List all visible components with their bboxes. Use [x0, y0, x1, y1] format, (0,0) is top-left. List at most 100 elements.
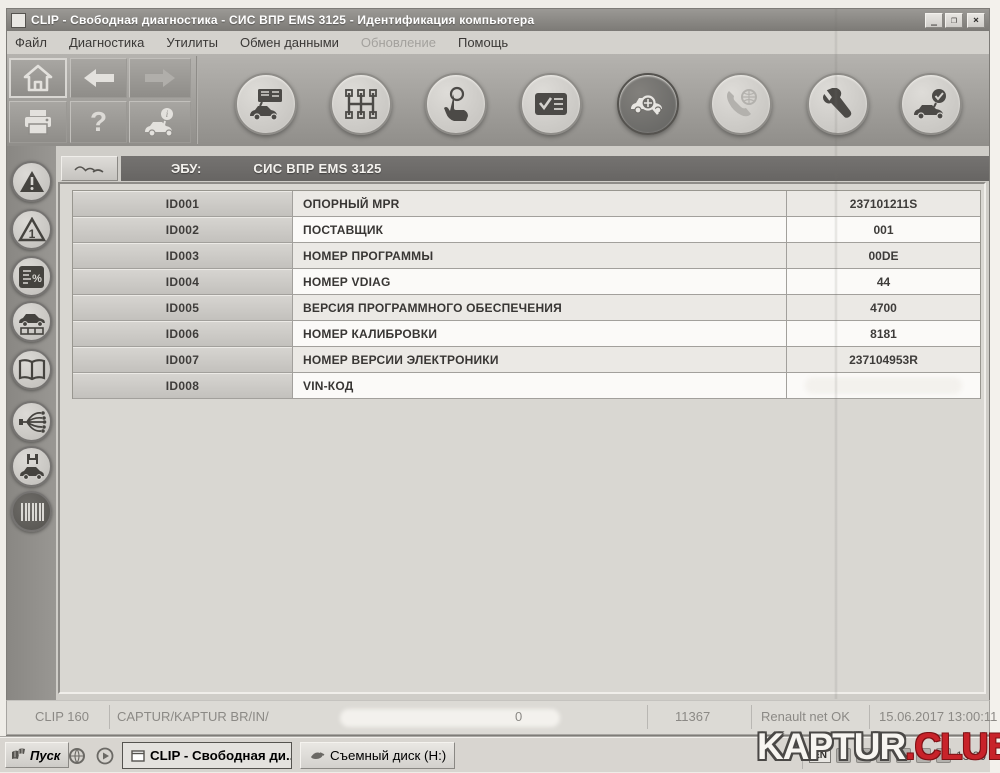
- table-row[interactable]: ID008 VIN-КОД: [73, 373, 980, 399]
- bird-button[interactable]: [61, 156, 118, 181]
- phone-globe-icon: [723, 87, 759, 121]
- menu-diagnostics[interactable]: Диагностика: [68, 35, 145, 50]
- toolbar: ? i: [7, 54, 989, 147]
- vehicle-check-button[interactable]: [900, 73, 962, 135]
- vehicle-info-button[interactable]: i: [129, 101, 191, 143]
- vehicle-computer-test-button[interactable]: [235, 73, 297, 135]
- car-magnifier-icon: [628, 89, 668, 119]
- actuator-test-button[interactable]: [11, 301, 52, 342]
- vehicle-info-icon: i: [142, 107, 178, 137]
- pointing-hand-icon: [440, 86, 472, 122]
- status-datetime: 15.06.2017 13:00:11: [879, 709, 998, 724]
- removable-disk-icon: [309, 750, 325, 762]
- menu-update: Обновление: [360, 35, 436, 50]
- status-vehicle: CAPTUR/KAPTUR BR/IN/: [117, 709, 269, 724]
- harness-icon: [17, 409, 47, 435]
- row-id: ID001: [73, 191, 293, 216]
- quicklaunch-browser-icon[interactable]: [66, 745, 88, 767]
- table-row[interactable]: ID002 ПОСТАВЩИК 001: [73, 217, 980, 243]
- row-id: ID005: [73, 295, 293, 320]
- svg-text:1: 1: [28, 227, 35, 241]
- parameters-percent-button[interactable]: %: [11, 256, 52, 297]
- status-network: Renault net OK: [761, 709, 850, 724]
- window-controls: _ ❐ ×: [925, 12, 985, 28]
- barcode-icon: [19, 501, 45, 523]
- vin-redaction: [805, 377, 962, 394]
- status-redaction: [340, 709, 560, 727]
- percent-list-icon: %: [18, 265, 45, 289]
- gearbox-button[interactable]: [330, 73, 392, 135]
- tray-icon[interactable]: [935, 748, 951, 763]
- watermark-club: CLUB: [914, 726, 1000, 767]
- row-value: 237104953R: [787, 347, 980, 372]
- table-row[interactable]: ID007 НОМЕР ВЕРСИИ ЭЛЕКТРОНИКИ 237104953…: [73, 347, 980, 373]
- fault-warning-button[interactable]: [11, 161, 52, 202]
- help-button[interactable]: ?: [70, 101, 127, 143]
- menu-file[interactable]: Файл: [15, 35, 47, 50]
- row-value: 00DE: [787, 243, 980, 268]
- status-counter-a: 0: [515, 709, 523, 724]
- ecu-title-bar: ЭБУ: СИС ВПР EMS 3125: [121, 156, 989, 181]
- home-button[interactable]: [9, 58, 67, 98]
- sidebar: 1 %: [7, 146, 56, 704]
- ecu-header-row: ЭБУ: СИС ВПР EMS 3125: [61, 156, 989, 181]
- tray-icon[interactable]: [875, 748, 891, 763]
- print-button[interactable]: [9, 101, 67, 143]
- documentation-button[interactable]: [11, 349, 52, 390]
- toolbar-divider: [196, 56, 198, 144]
- ecu-label: ЭБУ:: [171, 161, 202, 176]
- restore-button[interactable]: ❐: [945, 12, 963, 28]
- car-check-icon: [912, 88, 950, 120]
- fault-one-button[interactable]: 1: [11, 209, 52, 250]
- forward-button[interactable]: [129, 58, 191, 98]
- close-button[interactable]: ×: [967, 12, 985, 28]
- row-value: 8181: [787, 321, 980, 346]
- tray-icon[interactable]: [895, 748, 911, 763]
- row-id: ID004: [73, 269, 293, 294]
- row-label: НОМЕР VDIAG: [293, 269, 787, 294]
- row-label: НОМЕР ПРОГРАММЫ: [293, 243, 787, 268]
- table-row[interactable]: ID006 НОМЕР КАЛИБРОВКИ 8181: [73, 321, 980, 347]
- identification-panel: ID001 ОПОРНЫЙ MPR 237101211S ID002 ПОСТА…: [58, 182, 986, 694]
- printer-icon: [22, 108, 54, 136]
- row-id: ID007: [73, 347, 293, 372]
- ecu-value: СИС ВПР EMS 3125: [253, 161, 382, 176]
- menu-data-exchange[interactable]: Обмен данными: [239, 35, 339, 50]
- menu-utilities[interactable]: Утилиты: [166, 35, 218, 50]
- manual-select-button[interactable]: [425, 73, 487, 135]
- table-row[interactable]: ID005 ВЕРСИЯ ПРОГРАММНОГО ОБЕСПЕЧЕНИЯ 47…: [73, 295, 980, 321]
- start-button[interactable]: Пуск: [5, 742, 70, 768]
- bird-icon: [73, 162, 107, 176]
- row-label: НОМЕР КАЛИБРОВКИ: [293, 321, 787, 346]
- row-id: ID003: [73, 243, 293, 268]
- status-separator: [869, 705, 870, 729]
- tools-button[interactable]: [807, 73, 869, 135]
- menu-help[interactable]: Помощь: [457, 35, 509, 50]
- table-row[interactable]: ID001 ОПОРНЫЙ MPR 237101211S: [73, 191, 980, 217]
- row-label: ПОСТАВЩИК: [293, 217, 787, 242]
- taskbar-task-removable-disk[interactable]: Съемный диск (H:): [300, 742, 455, 769]
- back-button[interactable]: [70, 58, 127, 98]
- tray-icon[interactable]: [915, 748, 931, 763]
- table-row[interactable]: ID003 НОМЕР ПРОГРАММЫ 00DE: [73, 243, 980, 269]
- table-row[interactable]: ID004 НОМЕР VDIAG 44: [73, 269, 980, 295]
- diagnostic-search-button[interactable]: [617, 73, 679, 135]
- tray-icon[interactable]: [855, 748, 871, 763]
- phone-support-button[interactable]: [710, 73, 772, 135]
- barcode-button[interactable]: [11, 491, 52, 532]
- minimize-button[interactable]: _: [925, 12, 943, 28]
- taskbar-task-clip[interactable]: CLIP - Свободная ди...: [122, 742, 292, 769]
- save-data-button[interactable]: [11, 446, 52, 487]
- svg-text:%: %: [32, 273, 42, 285]
- tray-icon[interactable]: [835, 748, 851, 763]
- wrench-icon: [819, 88, 857, 120]
- language-indicator[interactable]: EN: [809, 748, 831, 763]
- wiring-harness-button[interactable]: [11, 401, 52, 442]
- identification-table: ID001 ОПОРНЫЙ MPR 237101211S ID002 ПОСТА…: [72, 190, 981, 399]
- window-title: CLIP - Свободная диагностика - СИС ВПР E…: [31, 13, 535, 27]
- scan-margin: [990, 0, 1000, 773]
- quicklaunch-media-icon[interactable]: [94, 745, 116, 767]
- watermark-kaptur: KAPTUR: [757, 726, 906, 767]
- checklist-button[interactable]: [520, 73, 582, 135]
- car-boxes-icon: [17, 309, 47, 335]
